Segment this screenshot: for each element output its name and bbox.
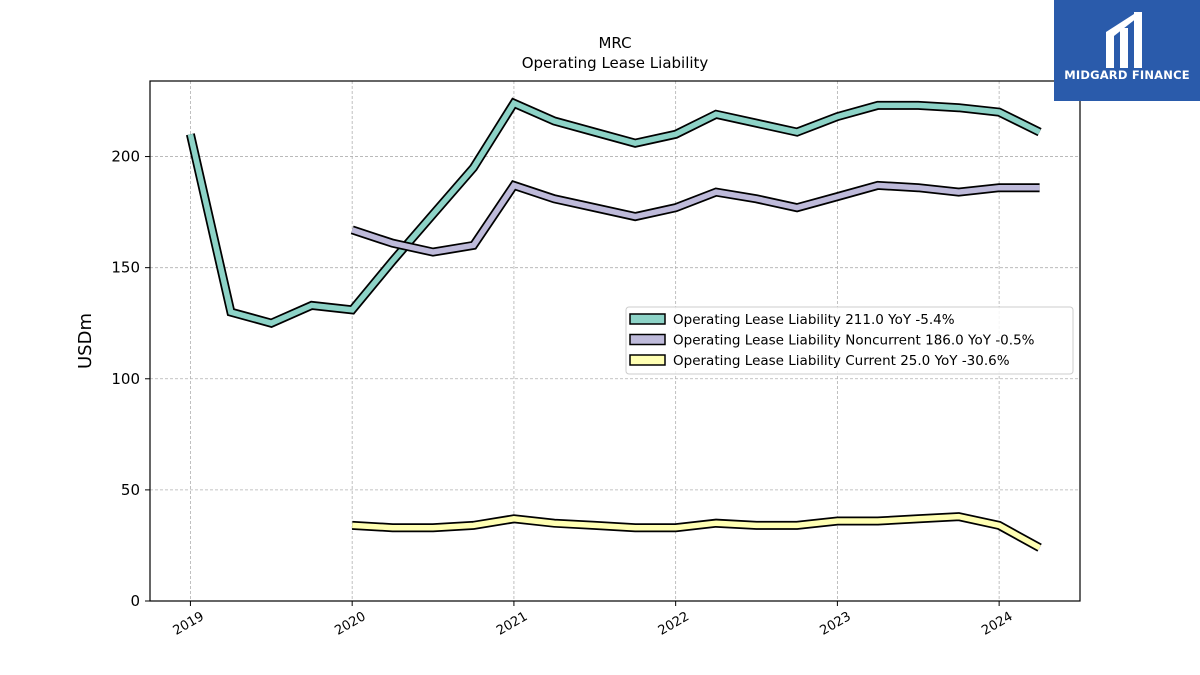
y-tick-label: 50 (121, 481, 140, 499)
axis-ticks: 2019 2020 2021 2022 2023 2024 0 50 100 150 200 (111, 148, 1015, 639)
legend-swatch (629, 354, 666, 366)
y-tick-label: 150 (111, 259, 140, 277)
legend-label: Operating Lease Liability Noncurrent 186… (673, 333, 1035, 349)
series-fill (187, 99, 1041, 327)
x-tick-label: 2020 (332, 609, 368, 639)
y-tick-label: 100 (111, 370, 140, 388)
series-line-2 (350, 180, 1040, 257)
legend-swatch (629, 313, 666, 325)
plot-frame (149, 80, 1081, 602)
logo-text: MIDGARD FINANCE (1064, 68, 1190, 82)
chart-subtitle: Operating Lease Liability (522, 54, 709, 72)
x-tick-label: 2023 (818, 609, 854, 639)
series-line-1 (186, 97, 1042, 328)
legend-box (625, 306, 1074, 375)
series-line-3 (351, 512, 1042, 552)
legend-label: Operating Lease Liability Current 25.0 Y… (673, 353, 1010, 369)
series-fill (352, 513, 1041, 551)
series-layer (186, 97, 1042, 552)
x-tick-label: 2024 (979, 609, 1015, 639)
legend-swatch (629, 333, 666, 346)
y-tick-label: 200 (111, 148, 140, 166)
legend-label: Operating Lease Liability 211.0 YoY -5.4… (673, 312, 955, 328)
legend: Operating Lease Liability 211.0 YoY -5.4… (625, 306, 1074, 375)
logo-mark-icon (1106, 12, 1142, 68)
y-axis-label: USDm (75, 313, 96, 369)
x-tick-label: 2022 (656, 609, 692, 639)
chart-title: MRC (598, 34, 631, 52)
series-fill (351, 182, 1040, 255)
x-tick-label: 2019 (171, 609, 207, 639)
series-outline (351, 512, 1042, 552)
logo: MIDGARD FINANCE (1054, 0, 1200, 101)
x-tick-label: 2021 (494, 609, 530, 639)
y-tick-label: 0 (130, 592, 140, 610)
